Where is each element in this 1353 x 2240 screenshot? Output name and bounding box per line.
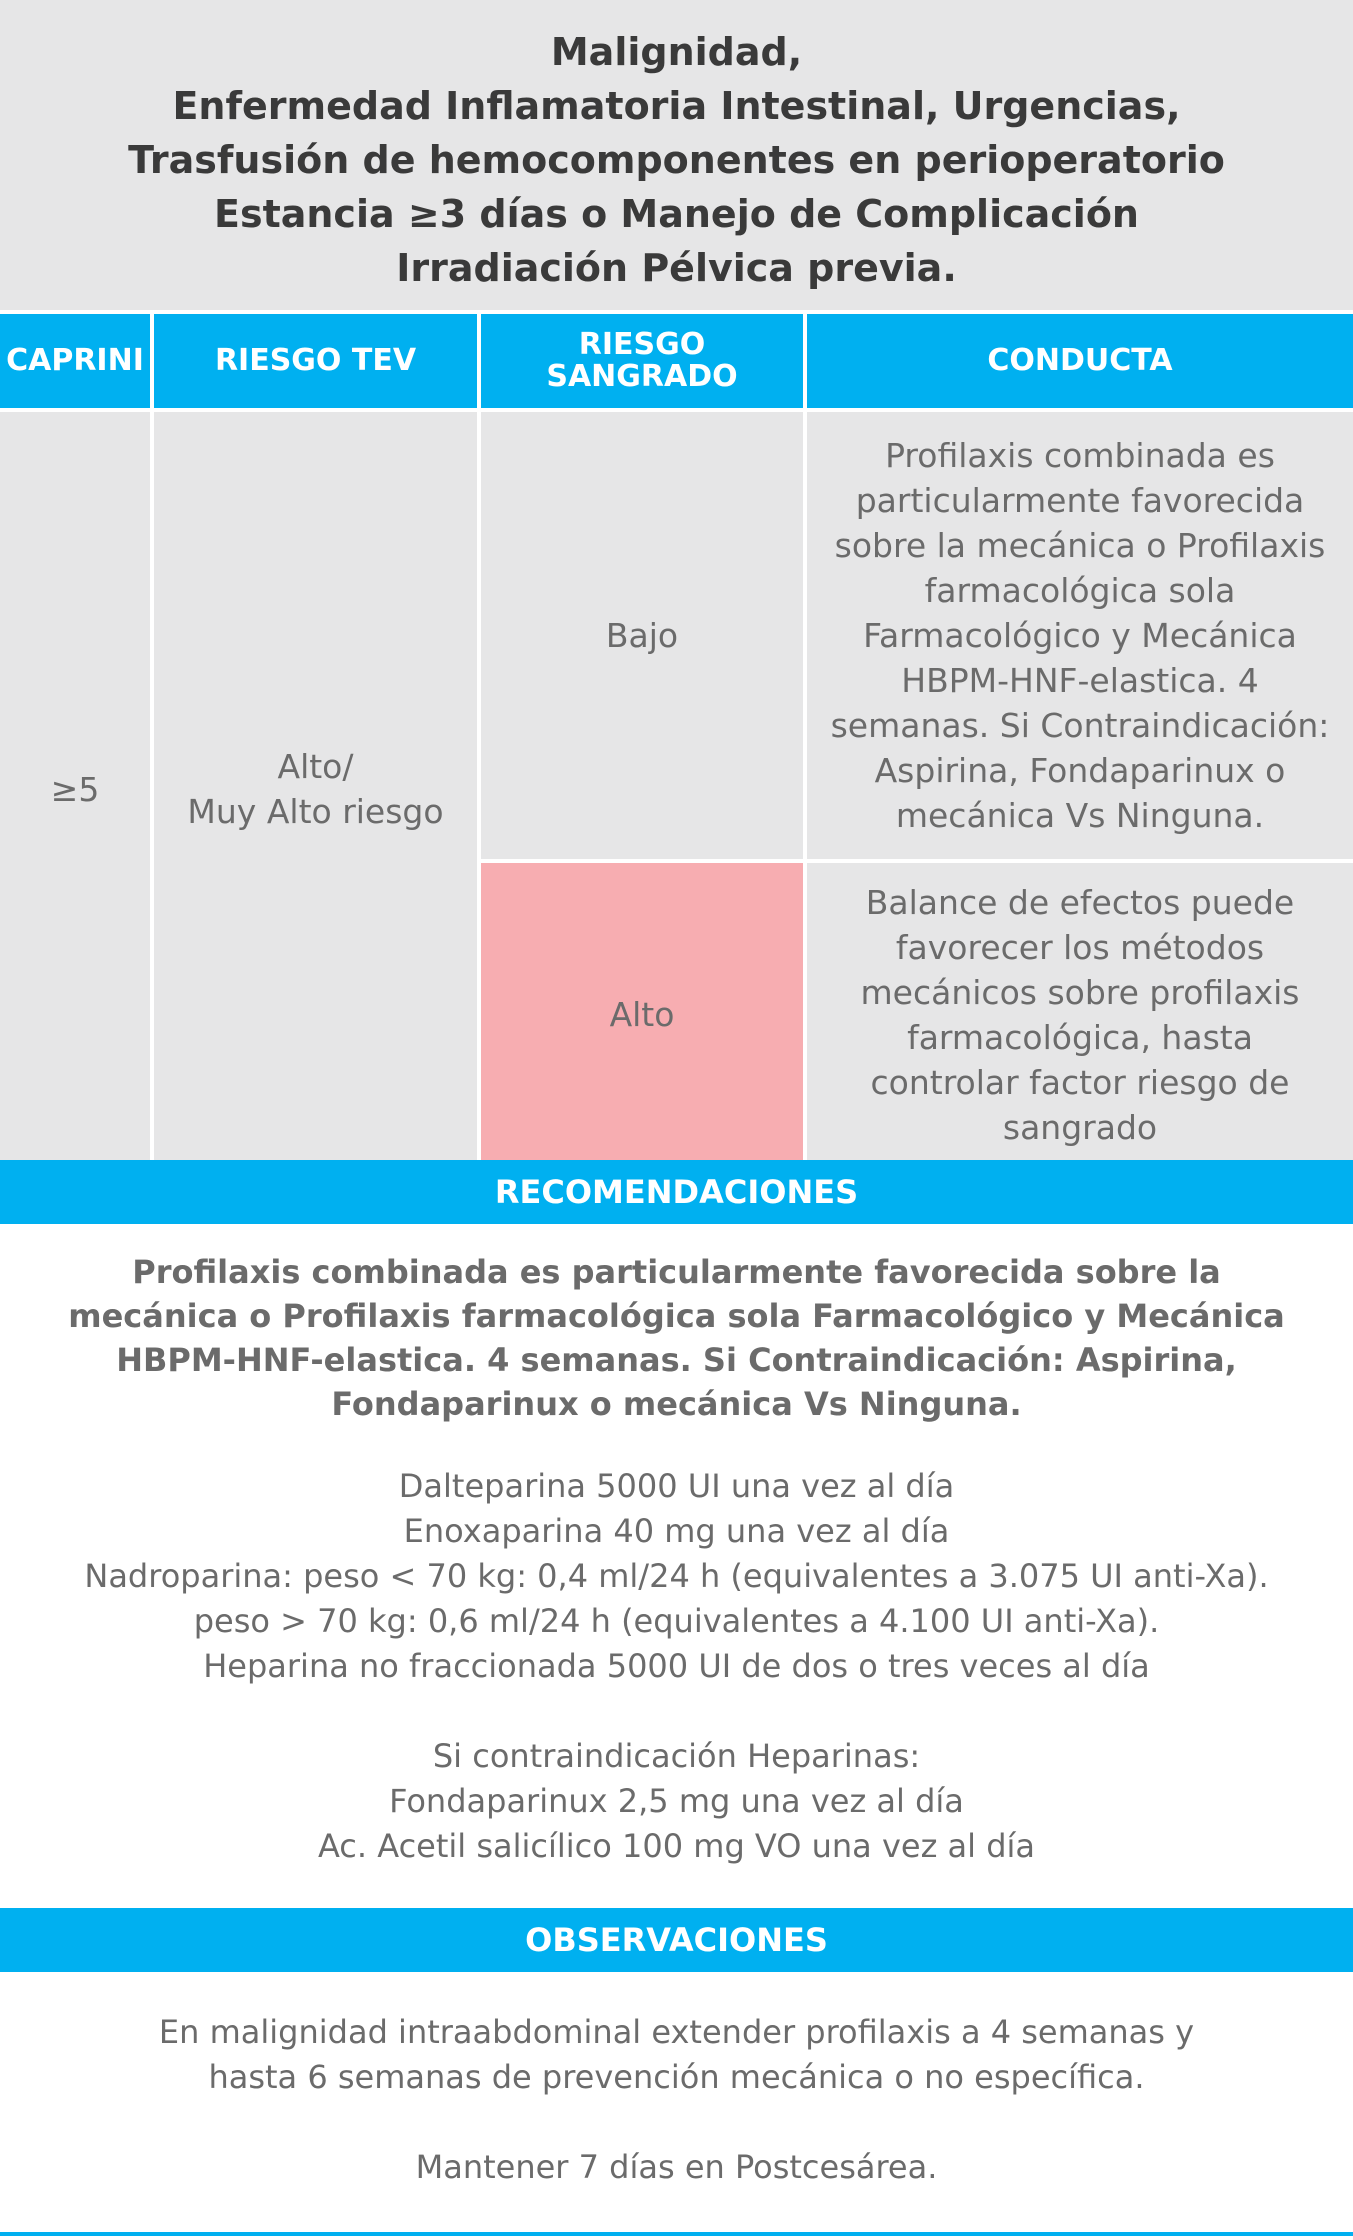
riesgo-tev-value: Alto/ Muy Alto riesgo xyxy=(154,412,477,1166)
list-item: Si contraindicación Heparinas: xyxy=(432,1737,921,1775)
list-item: Enoxaparina 40 mg una vez al día xyxy=(403,1512,950,1550)
caprini-value: ≥5 xyxy=(0,412,150,1166)
recomendaciones-summary: Profilaxis combinada es particularmente … xyxy=(68,1253,1285,1423)
riesgo-tev-line: Alto/ xyxy=(277,747,354,786)
list-item: Nadroparina: peso < 70 kg: 0,4 ml/24 h (… xyxy=(84,1557,1269,1595)
observaciones-title: OBSERVACIONES xyxy=(0,1908,1353,1972)
recomendaciones-body: Profilaxis combinada es particularmente … xyxy=(0,1250,1353,1869)
column-header-conducta: CONDUCTA xyxy=(807,314,1353,408)
observaciones-body: En malignidad intraabdominal extender pr… xyxy=(0,2010,1353,2190)
conducta-alto: Balance de efectos puede favorecer los m… xyxy=(807,863,1353,1166)
observacion-text: En malignidad intraabdominal extender pr… xyxy=(158,2013,1195,2096)
conducta-bajo: Profilaxis combinada es particularmente … xyxy=(807,412,1353,859)
list-item: Ac. Acetil salicílico 100 mg VO una vez … xyxy=(317,1827,1036,1865)
list-item: peso > 70 kg: 0,6 ml/24 h (equivalentes … xyxy=(193,1602,1160,1640)
list-item: Heparina no fraccionada 5000 UI de dos o… xyxy=(203,1647,1150,1685)
list-item: Fondaparinux 2,5 mg una vez al día xyxy=(389,1782,964,1820)
dosis-list: Dalteparina 5000 UI una vez al día Enoxa… xyxy=(0,1464,1353,1689)
riesgo-sangrado-alto: Alto xyxy=(481,863,803,1166)
header-line: Irradiación Pélvica previa. xyxy=(396,246,957,290)
header-line: Trasfusión de hemocomponentes en periope… xyxy=(128,138,1225,182)
riesgo-tev-line: Muy Alto riesgo xyxy=(187,792,444,831)
header-line: Estancia ≥3 días o Manejo de Complicació… xyxy=(214,192,1139,236)
contraindicacion-list: Si contraindicación Heparinas: Fondapari… xyxy=(0,1734,1353,1869)
risk-table: CAPRINI RIESGO TEV RIESGO SANGRADO CONDU… xyxy=(0,314,1353,1166)
riesgo-sangrado-bajo: Bajo xyxy=(481,412,803,859)
bottom-divider xyxy=(0,2232,1353,2236)
header-banner: Malignidad, Enfermedad Inflamatoria Inte… xyxy=(0,0,1353,310)
observacion-text: Mantener 7 días en Postcesárea. xyxy=(415,2148,938,2186)
header-line: Enfermedad Inflamatoria Intestinal, Urge… xyxy=(172,84,1181,128)
column-header-caprini: CAPRINI xyxy=(0,314,150,408)
list-item: Dalteparina 5000 UI una vez al día xyxy=(398,1467,955,1505)
recomendaciones-title: RECOMENDACIONES xyxy=(0,1160,1353,1224)
header-line: Malignidad, xyxy=(550,30,803,74)
column-header-riesgo-tev: RIESGO TEV xyxy=(154,314,477,408)
column-header-riesgo-sangrado: RIESGO SANGRADO xyxy=(481,314,803,408)
